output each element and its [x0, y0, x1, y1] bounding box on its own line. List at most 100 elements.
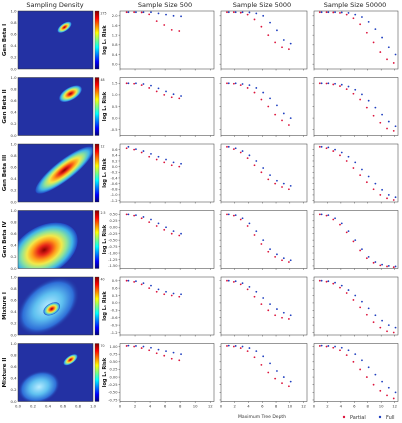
point-full [180, 15, 182, 18]
point-partial [133, 11, 136, 14]
risk-panel-frame [313, 343, 399, 402]
point-full [180, 232, 182, 235]
point-full [157, 222, 160, 225]
x-tick-label: 10 [193, 404, 198, 409]
point-partial [170, 96, 173, 99]
colorbar [94, 77, 100, 136]
point-partial [155, 90, 158, 93]
point-partial [260, 303, 263, 306]
point-partial [325, 147, 328, 150]
point-full [255, 12, 258, 15]
point-full [255, 350, 258, 353]
point-full [282, 257, 285, 260]
y-tick-label: 1.2 [112, 33, 118, 37]
point-full [241, 11, 244, 14]
risk-panel-frame [220, 77, 308, 136]
point-partial [267, 309, 270, 312]
point-partial [386, 197, 388, 200]
y-tick-label: -1.2 [110, 199, 117, 203]
risk-panel [219, 210, 308, 270]
risk-panel-frame [220, 210, 308, 269]
point-full [172, 93, 175, 96]
y-axis-label: log L₁ Risk [102, 25, 108, 55]
point-partial [281, 382, 283, 385]
point-full [354, 13, 357, 16]
point-partial [239, 283, 242, 286]
point-partial [133, 148, 136, 151]
legend-partial-marker [342, 415, 346, 419]
point-partial [155, 158, 158, 161]
point-partial [365, 31, 368, 34]
point-partial [125, 345, 128, 347]
point-partial [288, 124, 290, 126]
density-frame [17, 10, 94, 70]
risk-panel-frame [220, 343, 308, 402]
y-tick-label: 0.6 [112, 286, 118, 290]
point-full [127, 11, 130, 14]
y-axis-label: log L₁ Risk [102, 357, 108, 387]
x-tick-label: 12 [208, 404, 213, 409]
colorbar-max-label: 70 [101, 344, 105, 348]
y-tick-label: -0.6 [110, 316, 118, 320]
density-y-tick: 0.4 [10, 43, 17, 48]
point-partial [365, 106, 368, 109]
point-partial [274, 256, 277, 258]
point-partial [178, 295, 181, 298]
point-partial [339, 85, 341, 87]
point-full [347, 85, 350, 88]
density-y-tick: 0.2 [10, 121, 17, 126]
row-label: Mixture II [2, 358, 8, 388]
point-partial [232, 345, 235, 348]
point-partial [372, 114, 375, 117]
point-full [269, 174, 271, 177]
point-partial [267, 105, 270, 108]
point-partial [260, 243, 263, 245]
point-partial [288, 188, 290, 191]
point-full [127, 213, 130, 216]
density-y-tick: 0.8 [10, 286, 17, 291]
density-y-tick: 0.8 [10, 153, 17, 158]
point-full [387, 265, 390, 267]
point-full [262, 14, 265, 17]
point-full [334, 82, 336, 85]
risk-panel: 1.00 0.75 0.50 0.25 0.00 -0.25 -0.50 -0.75 log L… [102, 343, 215, 409]
point-full [381, 319, 383, 322]
point-full [289, 42, 292, 45]
point-full [172, 230, 175, 233]
point-full [282, 182, 285, 185]
risk-panel-frame [313, 10, 399, 70]
point-partial [339, 349, 341, 352]
point-full [142, 216, 145, 218]
point-partial [125, 279, 128, 282]
row-label: Gen Beta III [2, 155, 8, 191]
point-full [334, 148, 336, 151]
y-tick-label: -0.75 [108, 245, 117, 249]
x-tick-label: 4 [340, 404, 343, 409]
point-partial [125, 11, 128, 14]
risk-panel [219, 77, 308, 137]
density-peak [35, 146, 93, 194]
point-partial [239, 11, 242, 14]
density-y-tick: 0.0 [10, 332, 17, 337]
point-full [255, 230, 258, 233]
density-y-tick: 0.0 [10, 66, 17, 71]
point-full [234, 280, 237, 283]
density-y-tick: 1.0 [10, 8, 17, 13]
point-partial [133, 281, 136, 283]
point-full [241, 150, 244, 152]
x-axis-label: Maximum Tree Depth [238, 414, 286, 420]
point-partial [386, 265, 388, 268]
point-full [165, 350, 167, 353]
point-partial [345, 292, 348, 294]
point-partial [260, 98, 263, 101]
point-partial [226, 345, 228, 347]
point-partial [332, 282, 335, 285]
risk-panel [312, 10, 399, 71]
x-tick-label: 4 [149, 404, 152, 409]
y-tick-label: 0.0 [112, 116, 118, 120]
point-partial [339, 286, 341, 289]
point-full [361, 16, 363, 18]
point-partial [372, 321, 375, 324]
point-partial [281, 119, 283, 122]
point-full [374, 28, 377, 31]
